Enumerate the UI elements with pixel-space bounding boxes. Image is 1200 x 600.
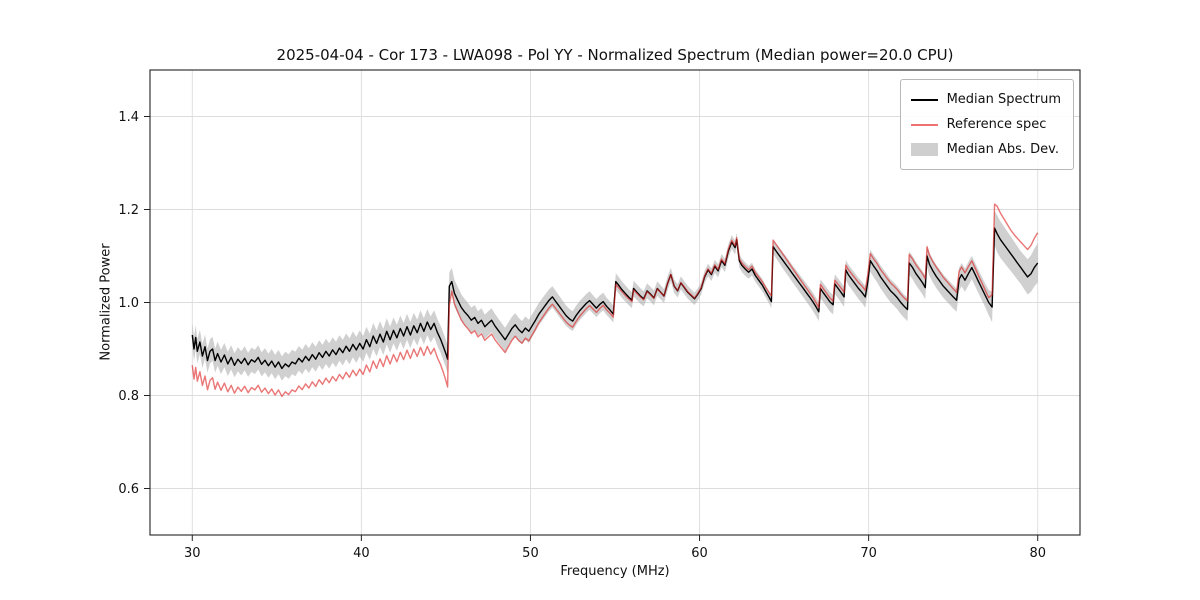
median-line-swatch <box>910 98 938 101</box>
y-tick-label: 0.8 <box>118 389 139 404</box>
mad-band-swatch <box>910 143 938 156</box>
x-tick-label: 50 <box>522 546 539 561</box>
legend: Median Spectrum Reference spec Median Ab… <box>899 79 1074 170</box>
legend-entry-reference: Reference spec <box>910 112 1061 137</box>
x-tick-label: 40 <box>353 546 370 561</box>
reference-spectrum-line <box>191 203 1039 398</box>
y-tick-label: 0.6 <box>118 482 139 497</box>
x-tick-label: 60 <box>691 546 708 561</box>
x-tick-label: 30 <box>184 546 201 561</box>
legend-label: Median Spectrum <box>946 92 1061 107</box>
x-tick-label: 70 <box>860 546 877 561</box>
legend-label: Median Abs. Dev. <box>946 142 1060 157</box>
median-spectrum-line <box>191 227 1039 370</box>
y-tick-label: 1.4 <box>118 110 139 125</box>
x-axis-label: Frequency (MHz) <box>560 564 670 579</box>
legend-entry-mad: Median Abs. Dev. <box>910 137 1061 162</box>
chart-title: 2025-04-04 - Cor 173 - LWA098 - Pol YY -… <box>276 46 954 64</box>
x-tick-label: 80 <box>1029 546 1046 561</box>
reference-line-swatch <box>910 123 938 126</box>
legend-entry-median: Median Spectrum <box>910 87 1061 112</box>
y-tick-label: 1.0 <box>118 296 139 311</box>
y-tick-label: 1.2 <box>118 203 139 218</box>
legend-label: Reference spec <box>946 117 1047 132</box>
y-axis-label: Normalized Power <box>98 243 114 361</box>
